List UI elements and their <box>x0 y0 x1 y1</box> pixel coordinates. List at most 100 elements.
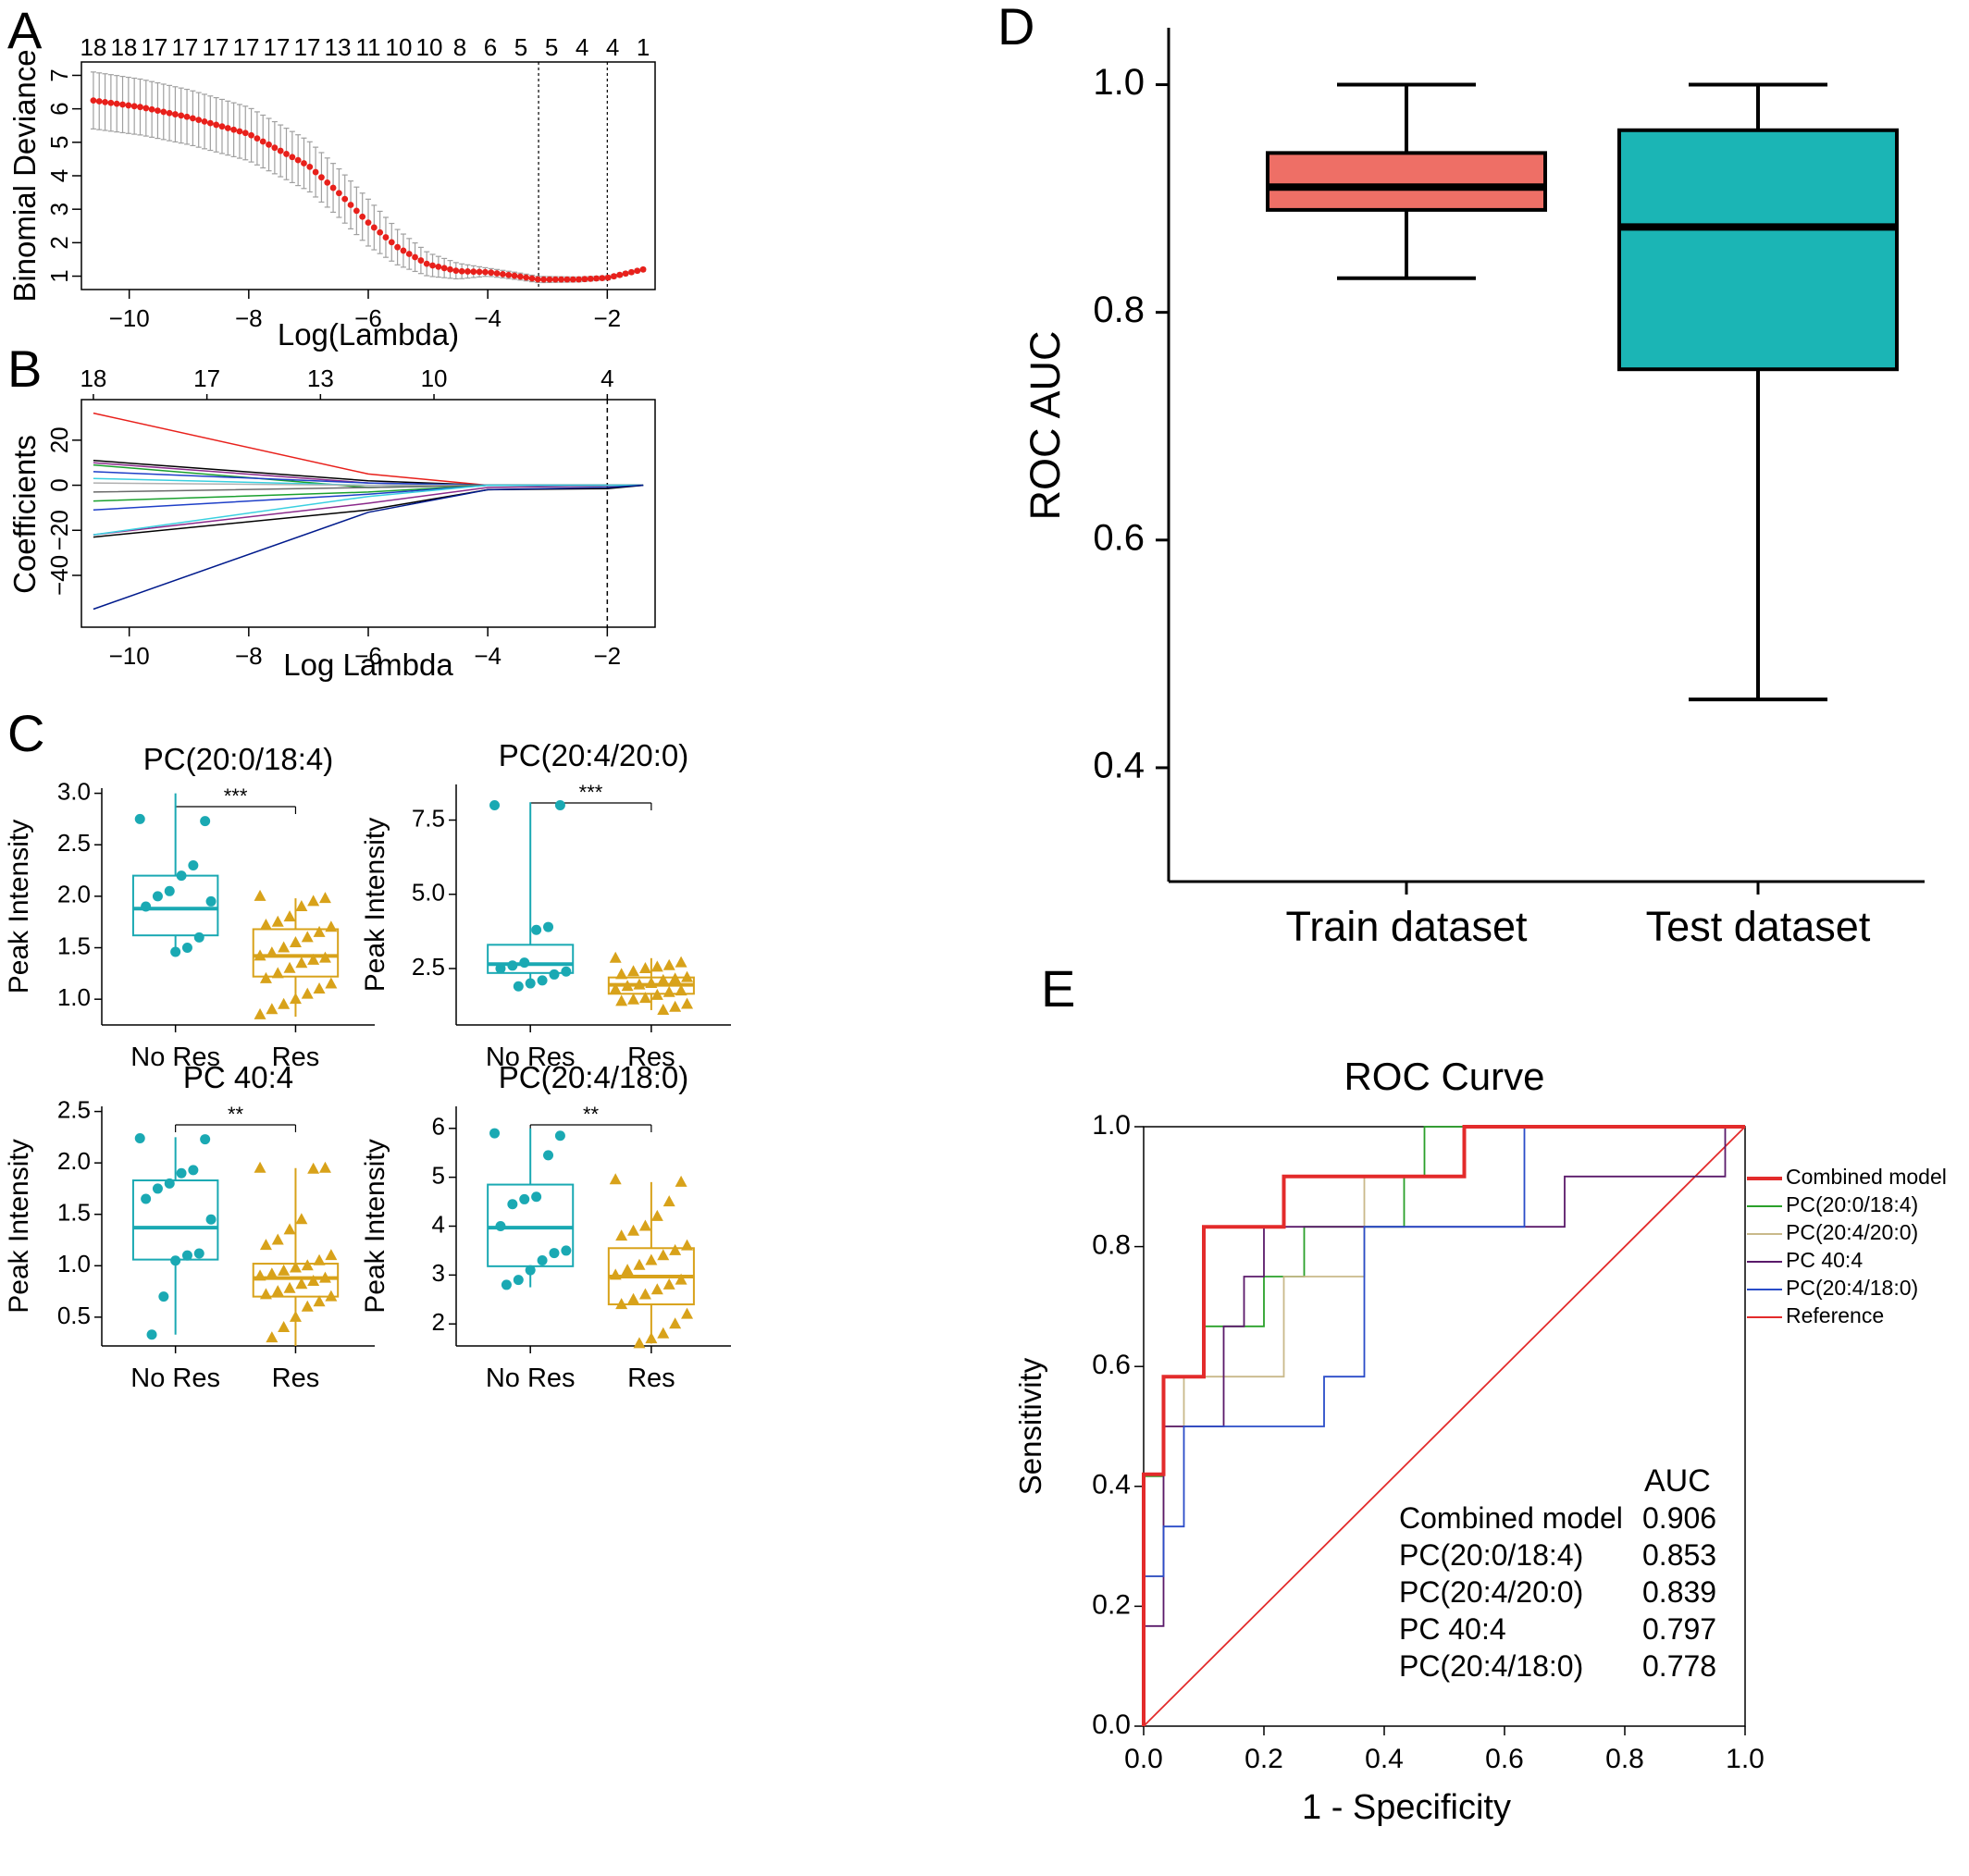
coefficient-path <box>93 484 644 536</box>
data-point <box>554 799 565 810</box>
significance-stars: ** <box>583 1103 600 1126</box>
data-point <box>525 1265 536 1276</box>
deviance-point <box>394 243 402 251</box>
x-tick-label: 0.4 <box>1365 1744 1404 1774</box>
legend-label: PC(20:0/18:4) <box>1786 1192 1918 1216</box>
top-count-label: 18 <box>110 33 137 61</box>
data-point <box>307 953 320 965</box>
data-point <box>283 910 296 922</box>
deviance-point <box>400 247 407 254</box>
deviance-point <box>266 141 272 148</box>
deviance-point <box>119 101 126 108</box>
panel-label-c: C <box>7 704 44 762</box>
y-tick-label: −20 <box>45 510 73 550</box>
data-point <box>543 1150 554 1161</box>
x-tick-label: 1.0 <box>1726 1744 1765 1774</box>
coefficient-path <box>93 484 644 611</box>
y-tick-label: 3 <box>432 1259 445 1287</box>
data-point <box>295 900 308 911</box>
deviance-point <box>616 271 624 278</box>
y-axis-label: Peak Intensity <box>360 1139 390 1313</box>
deviance-point <box>417 257 425 264</box>
data-point <box>663 1277 675 1290</box>
deviance-point <box>581 276 588 283</box>
data-point <box>188 1165 199 1176</box>
data-point <box>307 1162 320 1174</box>
data-point <box>507 960 518 971</box>
panel-label-b: B <box>7 339 42 398</box>
data-point <box>495 1221 506 1231</box>
auc-value: 0.797 <box>1642 1612 1716 1646</box>
deviance-point <box>341 195 349 203</box>
y-tick-label: 2 <box>45 236 73 249</box>
data-point <box>549 969 560 980</box>
x-tick-label: 0.6 <box>1485 1744 1524 1774</box>
data-point <box>489 799 501 810</box>
plot-frame-b <box>80 399 656 628</box>
top-count-label: 17 <box>171 33 198 61</box>
x-axis-label: 1 - Specificity <box>1302 1788 1511 1827</box>
category-label: Test dataset <box>1646 903 1871 950</box>
data-point <box>657 1327 670 1339</box>
data-point <box>259 971 272 983</box>
data-point <box>663 985 675 997</box>
data-point <box>313 1295 326 1307</box>
data-point <box>176 1167 187 1179</box>
data-point <box>645 1253 658 1265</box>
data-point <box>519 957 530 969</box>
data-point <box>325 1249 338 1261</box>
data-point <box>650 1209 663 1221</box>
data-point <box>627 993 640 1005</box>
data-point <box>181 943 192 954</box>
top-count-label: 10 <box>416 33 443 61</box>
data-point <box>254 1161 266 1173</box>
deviance-point <box>528 275 536 282</box>
deviance-point <box>254 135 261 142</box>
x-axis-label: Log Lambda <box>283 648 453 682</box>
deviance-point <box>148 105 155 113</box>
top-count-label: 17 <box>141 33 167 61</box>
deviance-point <box>540 276 548 283</box>
deviance-point <box>370 224 378 231</box>
top-count-label: 10 <box>421 364 448 392</box>
deviance-point <box>534 276 541 283</box>
auc-value: 0.839 <box>1642 1575 1716 1609</box>
data-point <box>650 1283 663 1295</box>
data-point <box>537 975 548 986</box>
data-point <box>193 1248 204 1259</box>
data-point <box>266 946 279 958</box>
panel-label-e: E <box>1041 959 1075 1018</box>
box <box>1617 128 1899 372</box>
top-count-label: 13 <box>325 33 352 61</box>
data-point <box>318 951 331 963</box>
data-point <box>681 1239 694 1251</box>
top-count-label: 1 <box>637 33 650 61</box>
data-point <box>621 980 634 992</box>
deviance-point <box>224 125 231 131</box>
data-point <box>152 1183 163 1194</box>
data-point <box>313 1253 326 1265</box>
box <box>131 1179 219 1261</box>
data-point <box>134 813 145 824</box>
significance-stars: *** <box>224 784 248 808</box>
data-point <box>313 925 326 937</box>
top-count-label: 11 <box>356 33 381 61</box>
y-axis-label: Peak Intensity <box>360 818 390 992</box>
y-tick-label: 3 <box>45 203 73 216</box>
deviance-point <box>569 276 576 283</box>
deviance-point <box>447 265 453 273</box>
deviance-point <box>365 219 372 227</box>
deviance-point <box>599 275 606 282</box>
y-tick-label: 0.8 <box>1093 290 1145 330</box>
y-tick-label: 5 <box>45 136 73 149</box>
data-point <box>531 924 542 935</box>
auc-model-name: Combined model <box>1399 1501 1623 1535</box>
roc-curve <box>1143 1126 1746 1727</box>
y-tick-label: 2.5 <box>57 829 91 857</box>
boxplot-title: PC(20:4/18:0) <box>499 1060 688 1094</box>
deviance-point <box>312 168 319 176</box>
data-point <box>609 1268 622 1280</box>
deviance-point <box>324 179 331 186</box>
data-point <box>318 892 331 904</box>
